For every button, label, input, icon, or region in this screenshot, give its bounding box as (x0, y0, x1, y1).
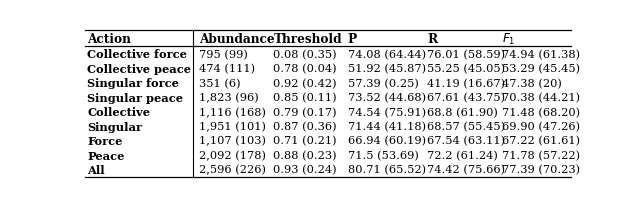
Text: Threshold: Threshold (273, 33, 342, 45)
Text: 74.54 (75.91): 74.54 (75.91) (348, 107, 426, 117)
Text: Singular: Singular (88, 121, 143, 132)
Text: R: R (428, 33, 437, 45)
Text: 474 (111): 474 (111) (199, 64, 255, 74)
Text: 76.01 (58.59): 76.01 (58.59) (428, 49, 506, 60)
Text: 1,116 (168): 1,116 (168) (199, 107, 266, 117)
Text: 1,951 (101): 1,951 (101) (199, 121, 266, 132)
Text: $\mathit{F}_1$: $\mathit{F}_1$ (502, 31, 515, 47)
Text: Singular force: Singular force (88, 78, 179, 89)
Text: 67.54 (63.11): 67.54 (63.11) (428, 136, 506, 146)
Text: 0.85 (0.11): 0.85 (0.11) (273, 93, 337, 103)
Text: All: All (88, 164, 105, 175)
Text: 71.5 (53.69): 71.5 (53.69) (348, 150, 419, 160)
Text: Peace: Peace (88, 150, 125, 161)
Text: 80.71 (65.52): 80.71 (65.52) (348, 164, 426, 175)
Text: Collective force: Collective force (88, 49, 188, 60)
Text: 1,107 (103): 1,107 (103) (199, 136, 266, 146)
Text: 57.39 (0.25): 57.39 (0.25) (348, 78, 419, 88)
Text: 68.8 (61.90): 68.8 (61.90) (428, 107, 498, 117)
Text: 68.57 (55.45): 68.57 (55.45) (428, 121, 506, 132)
Text: 0.08 (0.35): 0.08 (0.35) (273, 49, 337, 60)
Text: 0.93 (0.24): 0.93 (0.24) (273, 164, 337, 175)
Text: 41.19 (16.67): 41.19 (16.67) (428, 78, 506, 88)
Text: 55.25 (45.05): 55.25 (45.05) (428, 64, 506, 74)
Text: 71.48 (68.20): 71.48 (68.20) (502, 107, 580, 117)
Text: 69.90 (47.26): 69.90 (47.26) (502, 121, 580, 132)
Text: 0.79 (0.17): 0.79 (0.17) (273, 107, 337, 117)
Text: 351 (6): 351 (6) (199, 78, 241, 88)
Text: 77.39 (70.23): 77.39 (70.23) (502, 164, 580, 175)
Text: Collective: Collective (88, 106, 150, 118)
Text: 0.71 (0.21): 0.71 (0.21) (273, 136, 337, 146)
Text: Abundance: Abundance (199, 33, 275, 45)
Text: 1,823 (96): 1,823 (96) (199, 92, 259, 103)
Text: 74.42 (75.66): 74.42 (75.66) (428, 164, 506, 175)
Text: 74.94 (61.38): 74.94 (61.38) (502, 49, 580, 60)
Text: 72.2 (61.24): 72.2 (61.24) (428, 150, 498, 160)
Text: 73.52 (44.68): 73.52 (44.68) (348, 93, 426, 103)
Text: 0.92 (0.42): 0.92 (0.42) (273, 78, 337, 88)
Text: 2,596 (226): 2,596 (226) (199, 164, 266, 175)
Text: P: P (348, 33, 357, 45)
Text: 2,092 (178): 2,092 (178) (199, 150, 266, 160)
Text: 67.22 (61.61): 67.22 (61.61) (502, 136, 580, 146)
Text: Force: Force (88, 135, 123, 146)
Text: Collective peace: Collective peace (88, 63, 191, 74)
Text: 71.44 (41.18): 71.44 (41.18) (348, 121, 426, 132)
Text: 74.08 (64.44): 74.08 (64.44) (348, 49, 426, 60)
Text: 0.88 (0.23): 0.88 (0.23) (273, 150, 337, 160)
Text: 0.87 (0.36): 0.87 (0.36) (273, 121, 337, 132)
Text: 0.78 (0.04): 0.78 (0.04) (273, 64, 337, 74)
Text: 51.92 (45.87): 51.92 (45.87) (348, 64, 426, 74)
Text: 53.29 (45.45): 53.29 (45.45) (502, 64, 580, 74)
Text: Singular peace: Singular peace (88, 92, 184, 103)
Text: 66.94 (60.19): 66.94 (60.19) (348, 136, 426, 146)
Text: 795 (99): 795 (99) (199, 49, 248, 60)
Text: Action: Action (88, 33, 131, 45)
Text: 47.38 (20): 47.38 (20) (502, 78, 561, 88)
Text: 67.61 (43.75): 67.61 (43.75) (428, 93, 506, 103)
Text: 70.38 (44.21): 70.38 (44.21) (502, 93, 580, 103)
Text: 71.78 (57.22): 71.78 (57.22) (502, 150, 580, 160)
